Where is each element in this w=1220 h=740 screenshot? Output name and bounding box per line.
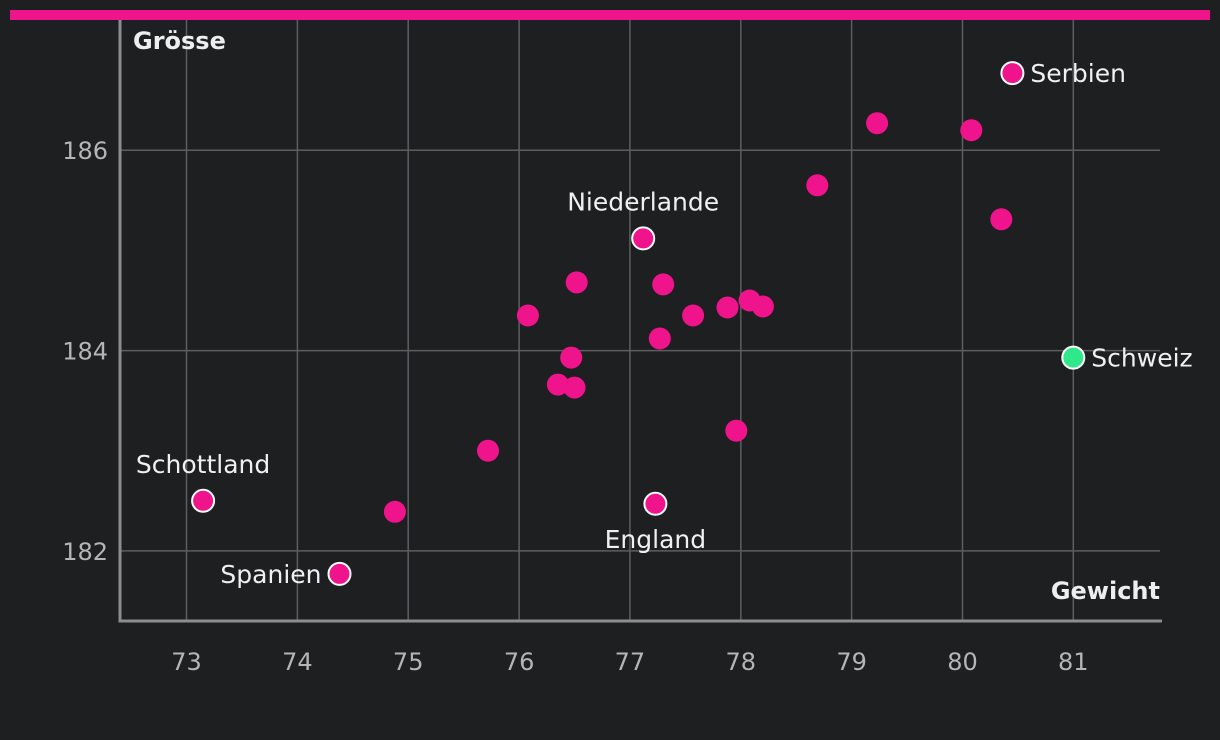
data-point [751,295,774,318]
data-point-highlighted [1061,345,1086,370]
x-tick-label: 77 [615,648,646,676]
data-point [563,376,586,399]
x-tick-label: 76 [504,648,535,676]
data-point [477,439,499,462]
point-label: England [605,525,707,554]
x-axis-title: Gewicht [1051,577,1160,605]
point-label: Niederlande [567,187,719,216]
y-tick-label: 182 [62,538,108,566]
data-point [725,419,748,442]
x-tick-label: 74 [282,648,313,676]
y-tick-label: 184 [62,338,108,366]
data-point [960,119,983,142]
x-tick-label: 75 [393,648,424,676]
y-tick-label: 186 [62,137,108,165]
data-point [716,296,739,319]
data-point [560,346,583,369]
point-label: Spanien [220,560,321,589]
x-tick-label: 79 [836,648,867,676]
point-labels: Serbien Niederlande Schweiz Schottland Engla… [136,59,1193,589]
data-point [516,304,539,327]
y-axis-title: Grösse [133,27,226,55]
data-point [682,304,705,327]
grid-lines [120,20,1160,621]
x-tick-label: 80 [947,648,978,676]
data-point [565,271,588,294]
axis-lines [118,20,1162,623]
data-point [383,500,406,523]
data-point [806,174,829,197]
data-point-highlighted [191,488,216,513]
x-tick-label: 73 [171,648,202,676]
data-point-highlighted [327,561,352,586]
data-point-highlighted [643,491,668,516]
point-label: Schottland [136,450,270,479]
data-point [546,373,569,396]
top-accent-bar [10,10,1210,20]
data-point-highlighted [1000,61,1025,86]
data-point [990,208,1013,231]
x-tick-label: 81 [1058,648,1089,676]
data-point-highlighted [631,226,656,251]
data-point [648,327,671,350]
y-tick-labels: 182 184 186 [62,137,108,566]
point-label: Schweiz [1091,344,1192,373]
x-tick-labels: 73 74 75 76 77 78 79 80 81 [171,648,1088,676]
data-points [191,61,1086,586]
x-tick-label: 78 [726,648,757,676]
data-point [866,112,889,135]
data-point [652,273,675,296]
point-label: Serbien [1030,59,1126,88]
